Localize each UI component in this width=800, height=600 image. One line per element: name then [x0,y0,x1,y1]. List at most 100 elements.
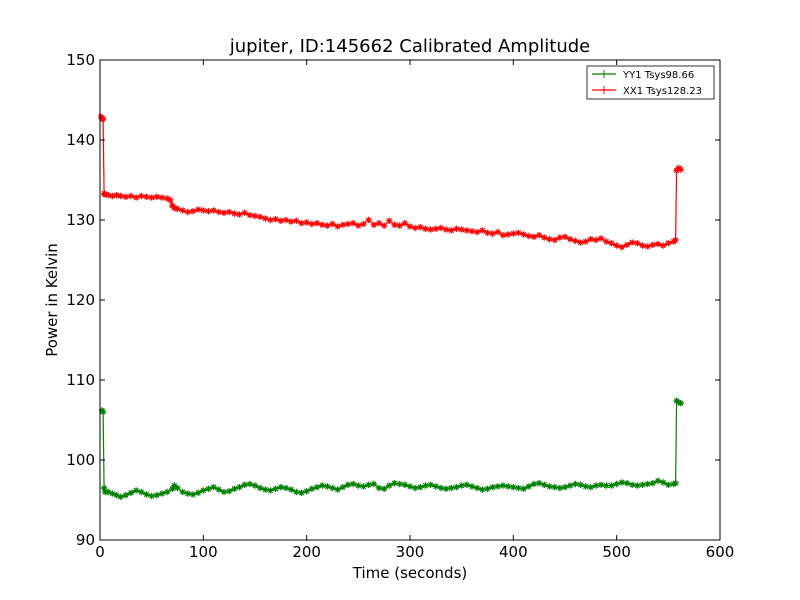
data-point [169,485,176,492]
data-point [386,217,393,224]
data-point [541,481,548,488]
data-point [437,484,445,492]
ticks-layer: 0 100 200 300 400 500 600 90 100 110 120 130 140 150 [66,51,734,561]
data-point [200,207,207,214]
data-point [262,486,269,493]
series-xx1 [97,113,684,251]
data-point [659,242,667,249]
data-point [262,215,269,222]
series-layer [97,113,684,500]
data-point [194,489,202,496]
data-point [105,488,112,496]
data-point [158,490,166,497]
data-point [628,481,636,488]
x-tick-label: 500 [602,543,631,561]
data-point [127,489,135,496]
data-point [458,482,465,489]
data-point [468,483,476,490]
x-tick-label: 100 [189,543,218,561]
data-point [401,481,409,488]
data-point [167,196,174,204]
data-point [530,233,538,240]
data-point [639,242,646,249]
data-point [375,484,383,492]
data-point [442,226,450,233]
data-point [572,237,579,244]
data-point [649,241,657,248]
data-point [132,194,140,201]
data-point [293,488,300,496]
data-point [448,484,455,492]
data-point [236,484,243,491]
data-point [587,236,595,243]
data-point [344,220,352,228]
data-point [122,193,130,200]
data-point [551,484,558,491]
data-point [334,486,341,493]
data-point [628,239,636,246]
data-point [148,492,155,500]
x-tick-label: 600 [706,543,735,561]
data-point [453,484,460,491]
data-point [468,228,476,235]
data-point [143,491,150,498]
data-point [246,212,254,219]
data-point [654,477,662,484]
data-point [241,481,248,488]
data-point [670,480,677,488]
data-point [324,483,331,490]
data-point [411,224,419,232]
data-point [313,220,321,227]
data-point [99,116,107,123]
x-tick-label: 300 [396,543,425,561]
data-point [463,481,471,488]
data-point [597,481,605,488]
data-point [215,208,223,216]
data-point [561,233,569,240]
data-point [101,191,109,198]
data-point [515,229,522,236]
data-point [644,480,651,488]
data-point [484,485,491,492]
x-tick-label: 200 [292,543,321,561]
legend-label: YY1 Tsys98.66 [622,70,694,81]
data-point [174,205,181,212]
x-axis-label: Time (seconds) [352,564,468,582]
legend-box [586,65,715,100]
data-point [370,480,378,488]
data-point [556,234,564,241]
data-point [489,484,496,491]
data-point [494,483,502,490]
data-point [370,221,378,228]
data-point [401,220,409,227]
data-point [174,484,181,492]
data-point [499,482,507,489]
data-point [210,484,217,491]
data-point [654,240,662,248]
data-point [608,240,615,247]
data-point [442,485,450,492]
data-point [432,225,440,232]
data-point [613,480,620,488]
data-point [282,216,290,224]
data-point [267,216,274,224]
x-tick-label: 400 [499,543,528,561]
data-point [530,480,538,488]
data-point [184,208,192,216]
data-point [99,408,107,416]
data-point [380,222,388,229]
data-point [592,236,600,244]
data-point [127,192,135,200]
y-axis-label: Power in Kelvin [43,243,61,357]
data-point [639,481,646,488]
data-point [277,217,285,224]
data-point [618,479,626,486]
data-point [220,488,228,496]
y-tick-label: 130 [66,211,95,229]
data-point [504,231,512,238]
data-point [453,225,460,232]
data-point [205,208,212,215]
data-point [109,490,116,497]
data-point [189,208,197,215]
data-point [406,223,414,230]
